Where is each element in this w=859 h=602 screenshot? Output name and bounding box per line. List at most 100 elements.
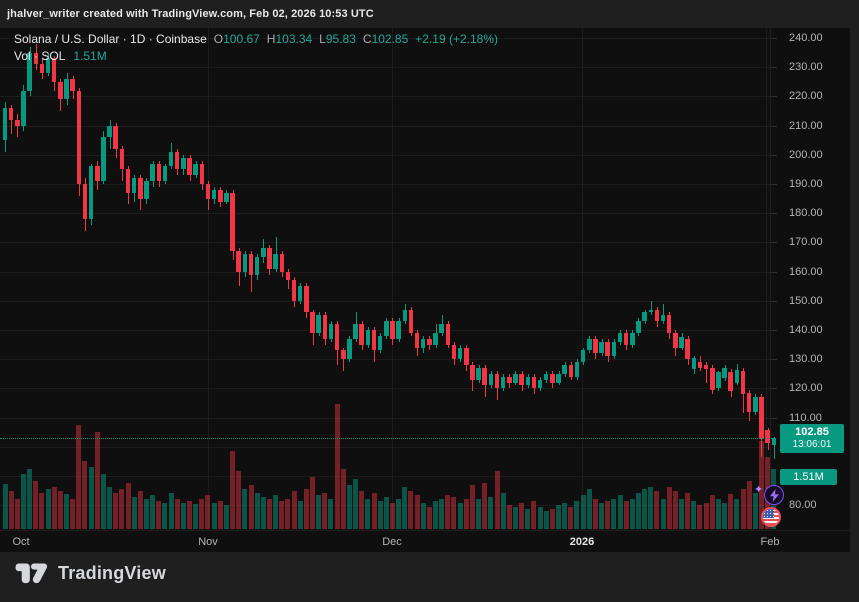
candle[interactable] [224, 192, 229, 202]
candle[interactable] [21, 90, 26, 126]
candle[interactable] [543, 373, 549, 380]
volume-bar[interactable] [113, 493, 119, 529]
volume-bar[interactable] [592, 499, 598, 529]
candle[interactable] [537, 379, 543, 389]
candle[interactable] [377, 335, 383, 351]
candle[interactable] [347, 338, 352, 360]
volume-bar[interactable] [94, 432, 100, 529]
volume-bar[interactable] [14, 499, 20, 529]
candle[interactable] [384, 321, 389, 336]
volume-bar[interactable] [488, 497, 494, 529]
volume-bar[interactable] [88, 467, 94, 529]
candle[interactable] [673, 332, 678, 348]
volume-bar[interactable] [580, 495, 586, 529]
volume-bar[interactable] [642, 489, 648, 529]
symbol-title[interactable]: Solana / U.S. Dollar · 1D · Coinbase [14, 32, 207, 46]
candle[interactable] [261, 248, 266, 257]
volume-bar[interactable] [365, 499, 371, 529]
volume-bar[interactable] [297, 501, 303, 529]
candle[interactable] [144, 181, 149, 199]
volume-bar[interactable] [537, 507, 543, 529]
candle[interactable] [236, 251, 241, 272]
candle[interactable] [562, 365, 567, 374]
volume-bar[interactable] [64, 494, 69, 529]
candle[interactable] [500, 376, 506, 389]
candle[interactable] [482, 367, 487, 386]
candle[interactable] [679, 337, 684, 348]
candle[interactable] [2, 108, 8, 141]
volume-bar[interactable] [279, 501, 285, 529]
candle[interactable] [746, 392, 752, 412]
volume-bar[interactable] [439, 499, 445, 529]
candle[interactable] [574, 362, 580, 377]
volume-bar[interactable] [476, 499, 482, 529]
volume-bar[interactable] [469, 485, 475, 529]
volume-bar[interactable] [525, 509, 531, 529]
volume-bar[interactable] [303, 489, 309, 529]
candle[interactable] [445, 324, 451, 345]
candle[interactable] [531, 376, 537, 389]
volume-bar[interactable] [556, 505, 561, 529]
candle[interactable] [359, 324, 364, 345]
volume-bar[interactable] [131, 497, 137, 529]
candle[interactable] [193, 163, 198, 176]
volume-bar[interactable] [377, 501, 383, 529]
candle[interactable] [162, 166, 168, 182]
candle[interactable] [304, 286, 309, 313]
candle[interactable] [82, 184, 88, 220]
candle[interactable] [654, 309, 660, 322]
volume-bar[interactable] [420, 503, 426, 529]
candle[interactable] [45, 58, 51, 74]
candle[interactable] [427, 338, 432, 345]
candle[interactable] [648, 309, 653, 313]
candle[interactable] [218, 189, 223, 202]
volume-bar[interactable] [340, 469, 346, 529]
candle[interactable] [710, 367, 715, 390]
volume-bar[interactable] [27, 469, 33, 529]
volume-bar[interactable] [180, 503, 186, 529]
candle[interactable] [267, 248, 272, 269]
candle[interactable] [525, 376, 530, 386]
volume-bar[interactable] [463, 499, 469, 529]
candle[interactable] [273, 254, 278, 269]
volume-bar[interactable] [746, 481, 752, 529]
candle[interactable] [587, 338, 592, 351]
volume-bar[interactable] [8, 491, 14, 529]
volume-bar[interactable] [260, 497, 266, 529]
candle[interactable] [691, 357, 697, 370]
candle[interactable] [734, 370, 740, 383]
volume-bar[interactable] [205, 495, 211, 529]
candle[interactable] [131, 178, 137, 193]
candle[interactable] [51, 58, 57, 82]
volume-bar[interactable] [679, 499, 684, 529]
volume-bar[interactable] [697, 505, 703, 529]
candle[interactable] [254, 257, 260, 275]
candle[interactable] [556, 373, 561, 383]
volume-bar[interactable] [334, 404, 340, 529]
volume-bar[interactable] [254, 493, 260, 529]
volume-bar[interactable] [236, 471, 242, 529]
volume-bar[interactable] [451, 497, 457, 529]
candle[interactable] [64, 78, 69, 100]
candle[interactable] [396, 321, 401, 339]
volume-bar[interactable] [635, 493, 641, 529]
volume-bar[interactable] [568, 507, 574, 529]
volume-bar[interactable] [291, 491, 297, 529]
candle[interactable] [765, 429, 770, 444]
volume-bar[interactable] [728, 494, 734, 529]
candle[interactable] [599, 341, 604, 354]
volume-bar[interactable] [125, 483, 131, 529]
volume-bar[interactable] [187, 501, 192, 529]
volume-bar[interactable] [174, 499, 180, 529]
candle[interactable] [617, 332, 623, 342]
candle[interactable] [568, 365, 574, 377]
candle[interactable] [316, 315, 321, 333]
candle[interactable] [630, 332, 635, 345]
candle[interactable] [230, 192, 235, 252]
volume-bar[interactable] [150, 495, 156, 529]
volume-bar[interactable] [230, 451, 236, 529]
candle[interactable] [156, 163, 161, 182]
volume-bar[interactable] [371, 493, 377, 529]
lightning-event-icon[interactable] [764, 485, 784, 505]
volume-bar[interactable] [100, 474, 106, 529]
